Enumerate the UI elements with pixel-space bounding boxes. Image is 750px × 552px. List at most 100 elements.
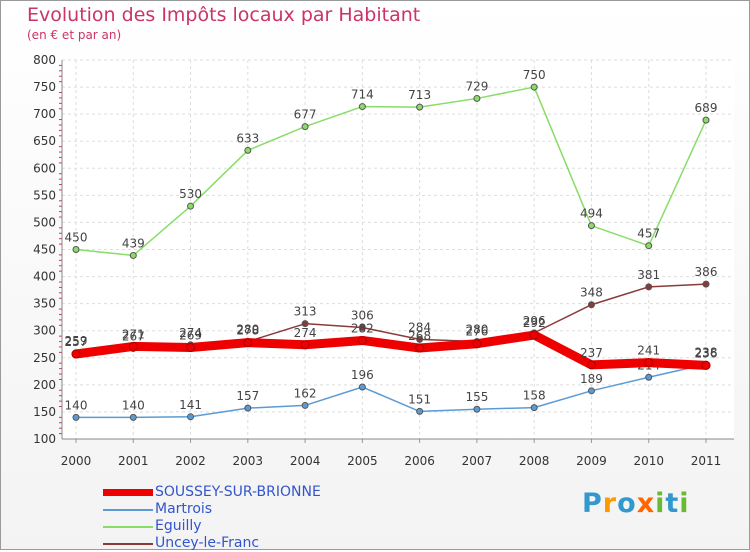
data-label-eguilly: 494 — [580, 207, 603, 221]
data-point-martrois — [645, 373, 653, 381]
data-point-soussey-sur-brionne — [586, 360, 596, 370]
data-label-martrois: 162 — [294, 386, 317, 400]
data-point-soussey-sur-brionne — [71, 349, 81, 359]
y-tick-label: 250 — [33, 351, 56, 365]
data-label-soussey-sur-brionne: 269 — [179, 328, 202, 342]
data-label-martrois: 155 — [465, 390, 488, 404]
data-label-martrois: 140 — [122, 398, 145, 412]
data-point-uncey-le-franc — [702, 280, 710, 288]
data-point-martrois — [473, 405, 481, 413]
data-label-soussey-sur-brionne: 236 — [695, 346, 718, 360]
data-point-eguilly — [244, 146, 252, 154]
x-tick-label: 2004 — [290, 454, 321, 468]
data-label-soussey-sur-brionne: 241 — [637, 344, 660, 358]
data-label-uncey-le-franc: 267 — [122, 330, 145, 344]
data-label-eguilly: 713 — [408, 88, 431, 102]
data-label-eguilly: 677 — [294, 108, 317, 122]
legend-item: Eguilly — [103, 518, 403, 535]
data-label-soussey-sur-brionne: 257 — [65, 335, 88, 349]
data-point-eguilly — [645, 242, 653, 250]
data-point-soussey-sur-brionne — [243, 338, 253, 348]
y-tick-label: 500 — [33, 215, 56, 229]
data-label-uncey-le-franc: 280 — [236, 323, 259, 337]
y-tick-label: 750 — [33, 80, 56, 94]
x-tick-label: 2003 — [233, 454, 264, 468]
data-point-soussey-sur-brionne — [415, 343, 425, 353]
legend-item: SOUSSEY-SUR-BRIONNE — [103, 484, 403, 501]
logo-letter: o — [617, 488, 637, 519]
y-tick-label: 550 — [33, 188, 56, 202]
legend-label: Martrois — [155, 501, 213, 517]
data-label-soussey-sur-brionne: 282 — [351, 321, 374, 335]
legend-swatch — [103, 489, 153, 496]
data-label-eguilly: 729 — [465, 79, 488, 93]
logo-letter: P — [582, 488, 603, 519]
legend-swatch — [103, 509, 153, 511]
data-label-uncey-le-franc: 284 — [408, 320, 431, 334]
data-label-soussey-sur-brionne: 292 — [523, 316, 546, 330]
data-point-martrois — [301, 401, 309, 409]
x-tick-label: 2001 — [118, 454, 149, 468]
data-label-soussey-sur-brionne: 268 — [408, 329, 431, 343]
chart-title: Evolution des Impôts locaux par Habitant — [27, 4, 421, 26]
logo-letter: i — [679, 488, 690, 519]
logo-letter: r — [602, 488, 618, 519]
y-tick-label: 700 — [33, 107, 56, 121]
data-label-martrois: 189 — [580, 372, 603, 386]
data-point-eguilly — [416, 103, 424, 111]
data-point-soussey-sur-brionne — [357, 335, 367, 345]
data-point-soussey-sur-brionne — [300, 340, 310, 350]
x-tick-label: 2007 — [462, 454, 493, 468]
x-tick-label: 2000 — [61, 454, 92, 468]
proxiti-logo: Proxiti — [582, 488, 690, 519]
data-label-soussey-sur-brionne: 271 — [122, 327, 145, 341]
series-line-martrois — [75, 363, 707, 419]
data-label-uncey-le-franc: 259 — [65, 334, 88, 348]
series-line-soussey-sur-brionne — [71, 330, 711, 370]
data-point-eguilly — [358, 103, 366, 111]
data-label-uncey-le-franc: 274 — [179, 326, 202, 340]
data-label-soussey-sur-brionne: 278 — [236, 324, 259, 338]
data-point-uncey-le-franc — [645, 283, 653, 291]
x-tick-label: 2009 — [576, 454, 607, 468]
data-point-martrois — [416, 407, 424, 415]
x-tick-label: 2005 — [347, 454, 378, 468]
y-tick-label: 150 — [33, 405, 56, 419]
legend-label: Uncey-le-Franc — [155, 535, 260, 551]
data-point-eguilly — [301, 123, 309, 131]
data-point-soussey-sur-brionne — [186, 342, 196, 352]
y-tick-label: 350 — [33, 297, 56, 311]
data-label-soussey-sur-brionne: 237 — [580, 346, 603, 360]
data-point-eguilly — [587, 222, 595, 230]
data-label-eguilly: 439 — [122, 236, 145, 250]
data-point-eguilly — [702, 116, 710, 124]
data-label-uncey-le-franc: 386 — [695, 265, 718, 279]
data-point-martrois — [244, 404, 252, 412]
y-tick-label: 800 — [33, 53, 56, 67]
data-label-martrois: 157 — [236, 389, 259, 403]
data-point-martrois — [358, 383, 366, 391]
data-label-uncey-le-franc: 348 — [580, 286, 603, 300]
data-point-uncey-le-franc — [358, 323, 366, 331]
y-tick-label: 450 — [33, 243, 56, 257]
data-point-eguilly — [530, 83, 538, 91]
data-label-martrois: 151 — [408, 392, 431, 406]
legend-swatch — [103, 526, 153, 528]
data-point-uncey-le-franc — [416, 335, 424, 343]
logo-letter: t — [665, 488, 680, 519]
data-point-martrois — [587, 387, 595, 395]
data-point-eguilly — [129, 251, 137, 259]
data-point-soussey-sur-brionne — [644, 358, 654, 368]
data-point-eguilly — [72, 246, 80, 253]
legend-item: Uncey-le-Franc — [103, 535, 403, 552]
y-tick-label: 650 — [33, 134, 56, 148]
legend-item: Martrois — [103, 501, 403, 518]
data-label-soussey-sur-brionne: 276 — [465, 325, 488, 339]
data-point-eguilly — [473, 94, 481, 102]
x-tick-label: 2010 — [633, 454, 664, 468]
data-point-martrois — [187, 413, 195, 421]
data-label-martrois: 158 — [523, 389, 546, 403]
data-point-martrois — [530, 404, 538, 412]
legend-label: Eguilly — [155, 518, 202, 534]
